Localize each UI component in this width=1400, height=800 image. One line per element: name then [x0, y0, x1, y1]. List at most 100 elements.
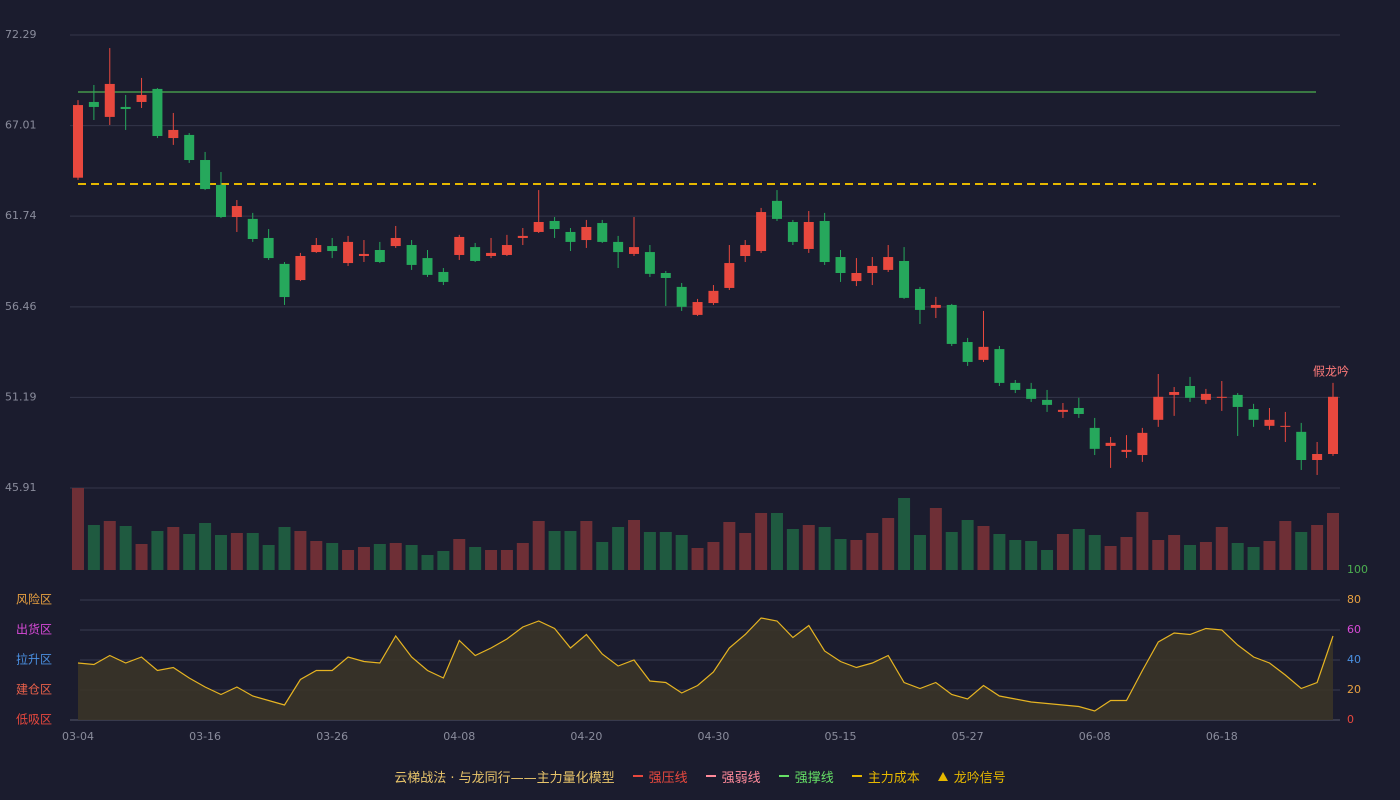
x-tick-label: 06-08	[1079, 730, 1111, 743]
candle-body	[835, 257, 846, 274]
legend-item: 强弱线	[705, 767, 761, 786]
candle-body	[215, 184, 226, 218]
legend-item: 龙吟信号	[937, 767, 1006, 786]
volume-bar	[929, 508, 942, 570]
volume-bar	[834, 539, 847, 570]
legend-item: 强撑线	[778, 767, 834, 786]
volume-bar	[326, 543, 339, 570]
candle-body	[1169, 392, 1180, 395]
volume-bar	[453, 539, 466, 570]
candle-body	[644, 252, 655, 274]
volume-bar	[850, 540, 863, 570]
volume-bar	[643, 532, 656, 570]
volume-bar	[437, 551, 450, 570]
candle-body	[1121, 449, 1132, 452]
candle-body	[136, 94, 147, 102]
zone-label: 低吸区	[16, 713, 52, 727]
volume-bar	[628, 520, 641, 570]
volume-bar	[342, 550, 355, 570]
volume-bar	[1231, 543, 1244, 570]
volume-bar	[119, 526, 132, 570]
y2-tick-label: 0	[1347, 713, 1354, 726]
candle-body	[1280, 425, 1291, 427]
candle-body	[120, 106, 131, 110]
volume-bar	[1311, 525, 1324, 570]
legend-label: 主力成本	[867, 770, 920, 786]
volume-bar	[818, 527, 831, 570]
volume-bar	[1041, 550, 1054, 570]
volume-bar	[961, 520, 974, 570]
volume-bar	[246, 533, 259, 570]
volume-bar	[199, 523, 212, 570]
candle-body	[660, 273, 671, 278]
candle-body	[1042, 399, 1053, 405]
zone-label: 拉升区	[16, 652, 52, 667]
volume-bar	[1263, 541, 1276, 570]
volume-bar	[1215, 527, 1228, 570]
candle-body	[247, 218, 258, 240]
x-tick-label: 03-26	[316, 730, 348, 743]
candle-body	[899, 260, 910, 298]
volume-bar	[103, 521, 116, 570]
volume-bar	[516, 543, 529, 570]
candle-body	[1105, 442, 1116, 446]
volume-bar	[1120, 537, 1133, 570]
candle-body	[88, 101, 99, 107]
candle-body	[406, 245, 417, 265]
legend-swatch	[778, 775, 789, 777]
volume-bar	[214, 535, 227, 570]
legend-label: 龙吟信号	[953, 770, 1006, 786]
zone-label: 出货区	[16, 622, 52, 637]
volume-bar	[469, 547, 482, 570]
candle-body	[851, 273, 862, 282]
volume-bar	[167, 527, 180, 570]
candle-body	[1296, 431, 1307, 461]
candle-body	[390, 237, 401, 247]
candle-body	[1057, 409, 1068, 412]
candle-body	[517, 235, 528, 238]
candle-body	[1153, 396, 1164, 420]
y2-tick-label: 20	[1347, 683, 1361, 696]
volume-bar	[1199, 542, 1212, 570]
volume-bar	[151, 531, 164, 570]
volume-bar	[1247, 547, 1260, 570]
candle-body	[914, 288, 925, 310]
volume-bar	[1088, 535, 1101, 570]
volume-bar	[580, 521, 593, 570]
candle-body	[104, 83, 115, 117]
volume-bar	[1295, 532, 1308, 570]
volume-bar	[739, 533, 752, 570]
candle-body	[946, 304, 957, 344]
volume-bar	[691, 548, 704, 570]
line	[77, 617, 1334, 712]
volume-bar	[755, 513, 768, 570]
candle-body	[787, 222, 798, 242]
legend: 云梯战法 · 与龙同行——主力量化模型 强压线 强弱线 强撑线 主力成本 龙吟信号	[0, 766, 1400, 786]
x-tick-label: 04-30	[697, 730, 729, 743]
volume-bar	[485, 550, 498, 570]
y-tick-label: 51.19	[5, 390, 37, 403]
volume-bar	[707, 542, 720, 570]
candle-body	[1216, 396, 1227, 398]
legend-label: 强压线	[648, 770, 688, 786]
candle-body	[358, 253, 369, 257]
volume-bar	[500, 550, 513, 570]
candle-body	[327, 246, 338, 252]
volume-bar	[977, 526, 990, 570]
x-tick-label: 04-20	[570, 730, 602, 743]
candle-body	[724, 263, 735, 288]
candle-body	[740, 245, 751, 257]
candle-body	[486, 252, 497, 257]
candle-body	[1089, 427, 1100, 449]
x-tick-label: 03-04	[62, 730, 94, 743]
volume-bar	[770, 513, 783, 570]
volume-bar	[564, 531, 577, 570]
candle-body	[374, 249, 385, 263]
legend-swatch	[937, 771, 948, 781]
candle-body	[1185, 385, 1196, 398]
volume-bar	[532, 521, 545, 570]
legend-title: 云梯战法 · 与龙同行——主力量化模型	[394, 770, 615, 786]
legend-item: 强压线	[632, 767, 688, 786]
volume-bar	[1009, 540, 1022, 570]
